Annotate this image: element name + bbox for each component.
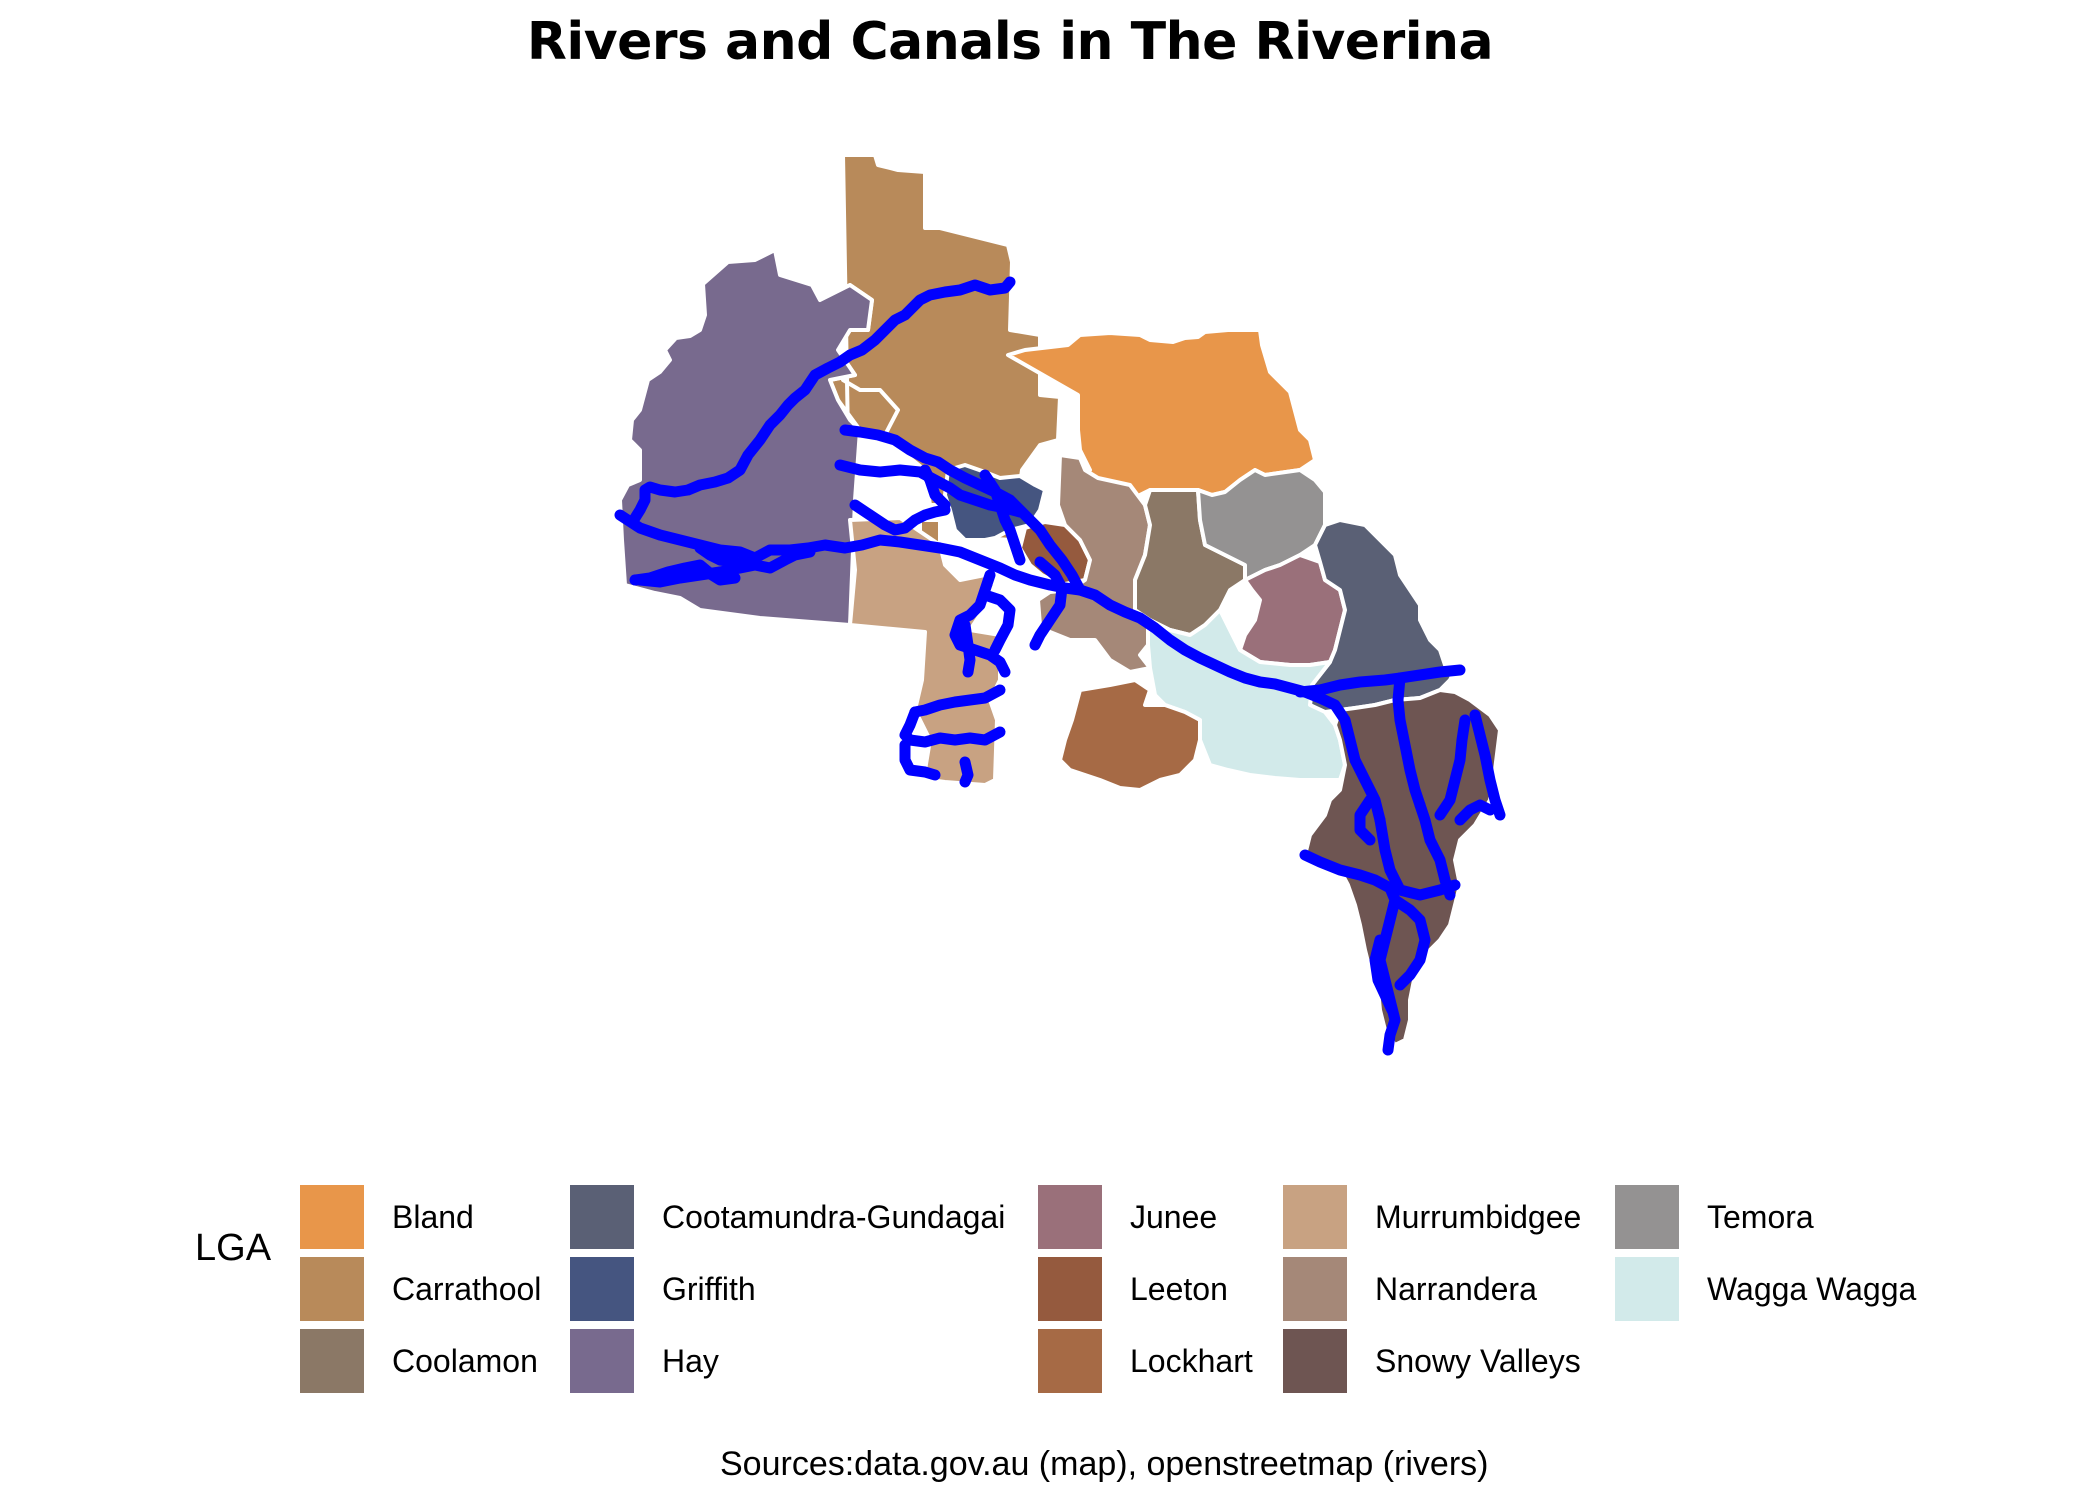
legend-swatch — [1283, 1185, 1347, 1249]
legend-swatch — [1615, 1257, 1679, 1321]
river-path — [629, 276, 1016, 524]
legend-label: Narrandera — [1375, 1270, 1537, 1307]
legend-label: Coolamon — [392, 1342, 538, 1379]
legend-label: Bland — [392, 1198, 474, 1235]
legend-swatch — [1038, 1257, 1102, 1321]
legend-item: Wagga Wagga — [1615, 1257, 1916, 1321]
river-path — [919, 464, 951, 511]
legend-label: Griffith — [662, 1270, 756, 1307]
river-path — [834, 459, 1026, 518]
legend-swatch — [1038, 1329, 1102, 1393]
legend-label: Cootamundra-Gundagai — [662, 1198, 1006, 1235]
river-path — [1454, 799, 1496, 826]
legend-item: Carrathool — [300, 1257, 541, 1321]
legend-label: Lockhart — [1130, 1342, 1253, 1379]
legend-swatch — [300, 1185, 364, 1249]
legend-label: Leeton — [1130, 1270, 1228, 1307]
legend-label: Junee — [1130, 1198, 1218, 1235]
legend-label: Snowy Valleys — [1375, 1342, 1581, 1379]
river-path — [629, 559, 741, 586]
river-path — [1374, 814, 1461, 901]
rivers-and-canals — [614, 276, 1506, 1056]
river-path — [1294, 664, 1466, 698]
river-path — [909, 684, 1006, 718]
river-path — [1434, 714, 1471, 821]
lga-region-lockhart — [1058, 678, 1202, 792]
river-path — [694, 542, 756, 571]
river-path — [959, 619, 976, 678]
river-path — [959, 756, 974, 788]
legend: LGA Bland Carrathool Coolamon Cootamundra-G… — [195, 1185, 1995, 1425]
river-path — [1369, 934, 1398, 1016]
legend-item: Hay — [570, 1329, 719, 1393]
lga-regions — [618, 153, 1502, 1047]
legend-item: Murrumbidgee — [1283, 1185, 1581, 1249]
river-path — [1392, 672, 1426, 811]
river-path — [899, 739, 941, 781]
legend-item: Temora — [1615, 1185, 1814, 1249]
legend-label: Murrumbidgee — [1375, 1198, 1582, 1235]
legend-item: Bland — [300, 1185, 474, 1249]
legend-label: Temora — [1707, 1198, 1814, 1235]
legend-swatch — [570, 1185, 634, 1249]
river-path — [1414, 799, 1456, 901]
river-path — [979, 469, 1026, 566]
legend-label: Carrathool — [392, 1270, 542, 1307]
map-title: Rivers and Canals in The Riverina — [526, 12, 1494, 72]
river-path — [1389, 894, 1431, 991]
river-path — [839, 424, 1086, 596]
legend-item: Junee — [1038, 1185, 1217, 1249]
river-path — [849, 499, 951, 536]
legend-swatch — [1283, 1257, 1347, 1321]
legend-item: Snowy Valleys — [1283, 1329, 1581, 1393]
legend-swatch — [570, 1257, 634, 1321]
legend-item: Lockhart — [1038, 1329, 1253, 1393]
legend-label: Wagga Wagga — [1707, 1270, 1917, 1307]
legend-item: Coolamon — [300, 1329, 538, 1393]
legend-title: LGA — [195, 1227, 272, 1269]
legend-swatch — [1038, 1185, 1102, 1249]
lga-region-murrumbidgee — [848, 516, 1002, 787]
legend-swatch — [1615, 1185, 1679, 1249]
lga-region-hay — [618, 248, 874, 627]
legend-swatch — [570, 1329, 634, 1393]
source-caption: Sources:data.gov.au (map), openstreetmap… — [720, 1445, 1489, 1483]
legend-swatch — [300, 1329, 364, 1393]
legend-item: Narrandera — [1283, 1257, 1537, 1321]
riverina-map — [614, 153, 1506, 1056]
river-path — [1469, 709, 1506, 821]
legend-swatch — [300, 1257, 364, 1321]
river-path — [899, 706, 1006, 748]
river-path — [1354, 794, 1376, 846]
river-path — [979, 589, 1016, 656]
river-path — [1029, 556, 1068, 651]
legend-item: Cootamundra-Gundagai — [570, 1185, 1005, 1249]
river-path — [949, 569, 1011, 678]
legend-item: Griffith — [570, 1257, 756, 1321]
lga-region-narrandera — [1036, 453, 1152, 674]
legend-swatch — [1283, 1329, 1347, 1393]
legend-item: Leeton — [1038, 1257, 1228, 1321]
legend-label: Hay — [662, 1342, 719, 1379]
